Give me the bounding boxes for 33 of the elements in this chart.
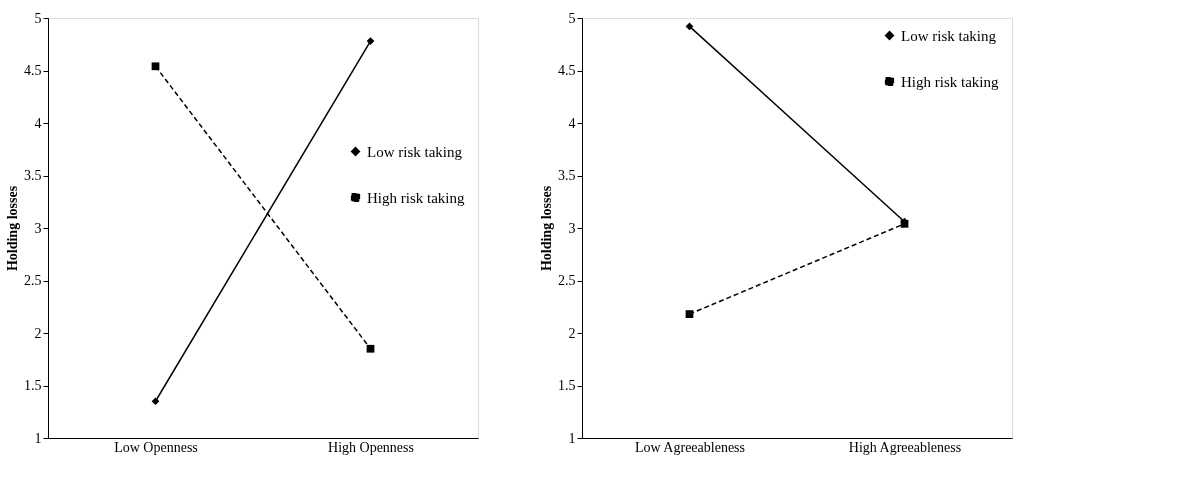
y-tick-label: 3.5 xyxy=(558,168,576,183)
point xyxy=(366,37,375,45)
y-tick-label: 2.5 xyxy=(558,273,576,288)
point xyxy=(151,62,160,71)
y-tick-label: 4 xyxy=(34,115,42,131)
point xyxy=(151,397,160,406)
x-tick-label: Low Openness xyxy=(114,439,198,455)
legend-label: Low risk taking xyxy=(901,27,997,44)
point xyxy=(366,344,375,353)
y-tick-label: 1 xyxy=(34,430,42,446)
y-tick-label: 4.5 xyxy=(558,63,576,78)
x-tick-label: Low Agreeableness xyxy=(634,439,746,455)
y-tick-label: 3 xyxy=(568,220,576,236)
y-tick-label: 1.5 xyxy=(24,378,42,393)
legend-label: High risk taking xyxy=(901,73,999,90)
y-tick-label: 5 xyxy=(568,10,576,26)
y-tick-label: 3.5 xyxy=(24,168,42,183)
y-tick-label: 4 xyxy=(568,115,576,131)
y-tick-label: 2 xyxy=(34,325,42,341)
x-tick-label: High Agreeableness xyxy=(848,439,962,455)
y-tick-label: 1.5 xyxy=(558,378,576,393)
y-tick-label: 3 xyxy=(34,220,42,236)
legend-label: Low risk taking xyxy=(367,143,463,160)
y-tick-label: 4.5 xyxy=(24,63,42,78)
y-tick-label: 2.5 xyxy=(24,273,42,288)
point xyxy=(685,310,694,318)
y-tick-label: 5 xyxy=(34,10,42,26)
y-axis-title: Holding losses xyxy=(5,185,20,272)
y-axis-title: Holding losses xyxy=(539,185,554,272)
legend-label: High risk taking xyxy=(367,189,465,206)
y-tick-label: 1 xyxy=(568,430,576,446)
x-tick-label: High Openness xyxy=(328,439,414,455)
y-tick-label: 2 xyxy=(568,325,576,341)
